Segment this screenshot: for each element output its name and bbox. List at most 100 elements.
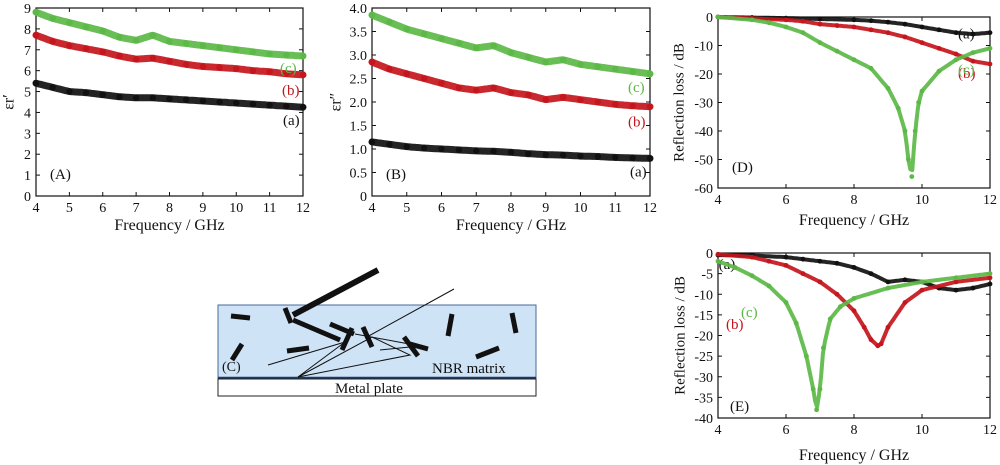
- y-tick-label: -10: [694, 40, 713, 55]
- data-point: [577, 96, 584, 103]
- data-point: [885, 279, 891, 285]
- y-tick-label: 0: [360, 190, 367, 205]
- filler-particle: [509, 312, 519, 334]
- data-point: [783, 262, 789, 268]
- data-point: [116, 34, 123, 41]
- data-point: [851, 265, 857, 270]
- data-point: [953, 279, 959, 285]
- data-point: [987, 30, 993, 36]
- filler-particle: [229, 342, 245, 362]
- series-line-c: [716, 15, 992, 173]
- data-point: [199, 63, 207, 70]
- data-point: [233, 46, 240, 53]
- data-point: [559, 94, 567, 101]
- series-b: (b): [715, 14, 993, 82]
- data-point: [909, 174, 915, 180]
- series-a: (a): [32, 79, 307, 129]
- data-point: [386, 65, 393, 73]
- plot-frame: [717, 16, 991, 189]
- data-point: [821, 345, 826, 351]
- data-point: [902, 21, 908, 27]
- series-label-a: (a): [630, 164, 647, 180]
- panel-label: (E): [730, 399, 749, 415]
- data-point: [542, 151, 549, 158]
- filler-particle: [475, 345, 500, 360]
- data-point: [199, 97, 207, 105]
- data-point: [936, 68, 942, 74]
- data-point: [793, 320, 799, 326]
- data-point: [368, 58, 376, 66]
- x-tick-label: 4: [715, 423, 722, 438]
- data-point: [800, 18, 806, 24]
- y-axis-label: Reflection loss / dB: [672, 276, 688, 395]
- y-tick-label: 4: [24, 106, 31, 121]
- y-tick-label: 0: [24, 190, 31, 205]
- data-point: [804, 353, 809, 359]
- filler-particle: [445, 313, 455, 337]
- scattering-paths: [267, 333, 421, 378]
- x-tick-label: 12: [983, 423, 997, 438]
- data-point: [919, 88, 925, 94]
- data-point: [216, 64, 223, 71]
- series-line-a: [32, 79, 307, 111]
- data-point: [629, 102, 636, 109]
- data-point: [66, 19, 73, 26]
- data-point: [885, 85, 891, 91]
- data-point: [216, 98, 223, 106]
- data-point: [182, 61, 190, 68]
- data-point: [851, 17, 857, 23]
- x-tick-label: 10: [915, 193, 929, 208]
- x-tick-label: 5: [66, 201, 73, 216]
- series-a: (a): [715, 252, 993, 293]
- y-tick-label: -15: [694, 309, 713, 324]
- series-b: (b): [715, 251, 993, 349]
- data-point: [473, 44, 480, 52]
- data-point: [817, 386, 823, 392]
- data-point: [715, 258, 721, 264]
- data-point: [403, 143, 410, 150]
- x-tick-label: 4: [33, 201, 40, 216]
- data-point: [838, 304, 843, 310]
- data-point: [902, 277, 908, 283]
- data-point: [116, 93, 123, 100]
- data-point: [868, 65, 874, 71]
- data-point: [99, 27, 106, 35]
- data-point: [249, 48, 257, 56]
- data-point: [507, 89, 515, 96]
- data-point: [542, 58, 549, 66]
- data-point: [249, 67, 257, 74]
- y-axis-label: Reflection loss / dB: [671, 43, 687, 162]
- data-point: [507, 49, 515, 56]
- data-point: [132, 94, 140, 102]
- y-tick-label: 8: [24, 23, 31, 38]
- data-point: [438, 80, 445, 87]
- data-point: [766, 283, 772, 289]
- data-point: [594, 153, 602, 160]
- y-tick-label: 4.0: [350, 2, 368, 17]
- reflected-wave: [364, 288, 455, 339]
- data-point: [987, 271, 993, 277]
- data-point: [868, 27, 874, 33]
- data-point: [953, 30, 959, 36]
- data-point: [490, 42, 497, 49]
- data-point: [82, 23, 90, 30]
- data-point: [912, 128, 918, 134]
- data-point: [32, 31, 40, 39]
- filler-particle: [286, 345, 310, 354]
- data-point: [817, 40, 823, 46]
- data-point: [749, 273, 755, 279]
- data-point: [987, 275, 993, 281]
- x-axis-label: Frequency / GHz: [456, 217, 566, 234]
- data-point: [766, 258, 772, 264]
- y-tick-label: 0: [706, 247, 713, 262]
- x-tick-label: 8: [851, 193, 858, 208]
- x-axis-label: Frequency / GHz: [799, 447, 909, 464]
- data-point: [851, 295, 857, 301]
- y-tick-label: 2.5: [350, 73, 368, 88]
- data-point: [490, 84, 497, 92]
- data-point: [902, 128, 908, 134]
- y-tick-label: 2: [24, 148, 31, 163]
- series-c: (c): [715, 14, 993, 180]
- data-point: [919, 40, 925, 46]
